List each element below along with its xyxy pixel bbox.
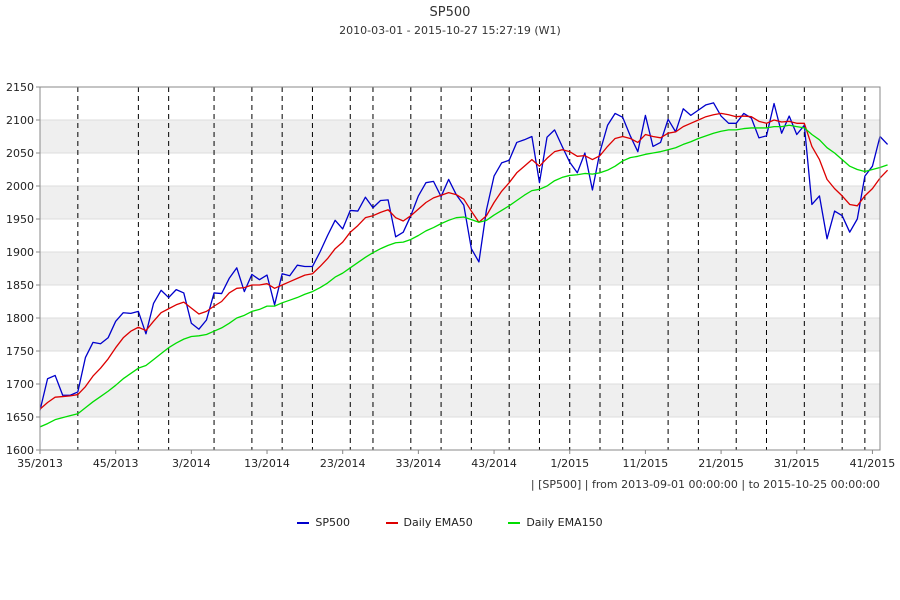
y-axis: 1600 1650 1700 1750 1800 1850 1900 1950 2000 2050… xyxy=(6,81,40,457)
legend: SP500 Daily EMA50 Daily EMA150 xyxy=(0,516,900,529)
y-tick-label: 2050 xyxy=(6,147,34,160)
x-tick-label: 21/2015 xyxy=(698,457,744,470)
plot-series xyxy=(39,102,889,428)
y-tick-label: 1700 xyxy=(6,378,34,391)
chart-note: | [SP500] | from 2013-09-01 00:00:00 | t… xyxy=(530,478,880,491)
plot-band xyxy=(40,285,880,318)
x-tick-label: 35/2013 xyxy=(17,457,63,470)
x-tick-label: 33/2014 xyxy=(396,457,442,470)
plot-band xyxy=(40,87,880,120)
y-tick-label: 2150 xyxy=(6,81,34,94)
y-tick-label: 1750 xyxy=(6,345,34,358)
x-tick-label: 1/2015 xyxy=(550,457,589,470)
plot-band xyxy=(40,153,880,186)
chart-title: SP500 xyxy=(429,5,471,20)
plot-band xyxy=(40,384,880,417)
plot-vlines xyxy=(77,87,866,450)
legend-item-ema150: Daily EMA150 xyxy=(508,516,603,529)
legend-label-ema150: Daily EMA150 xyxy=(526,516,603,529)
x-tick-label: 31/2015 xyxy=(774,457,820,470)
legend-swatch-ema50 xyxy=(385,522,398,524)
x-tick-label: 3/2014 xyxy=(172,457,211,470)
y-tick-label: 1850 xyxy=(6,279,34,292)
plot-band xyxy=(40,318,880,351)
x-tick-label: 23/2014 xyxy=(320,457,366,470)
series-line-1 xyxy=(39,112,889,410)
plot-band xyxy=(40,252,880,285)
y-tick-label: 1650 xyxy=(6,411,34,424)
x-tick-label: 13/2014 xyxy=(244,457,290,470)
x-tick-label: 11/2015 xyxy=(623,457,669,470)
legend-swatch-ema150 xyxy=(508,522,521,524)
y-tick-label: 1900 xyxy=(6,246,34,259)
plot-frame xyxy=(39,86,881,451)
plot-band xyxy=(40,120,880,153)
series-line-2 xyxy=(39,124,888,428)
plot-bands xyxy=(40,87,880,450)
x-tick-label: 45/2013 xyxy=(93,457,139,470)
y-tick-label: 1950 xyxy=(6,213,34,226)
plot-band xyxy=(40,417,880,450)
x-axis: 35/2013 45/2013 3/2014 13/2014 23/2014 33/201… xyxy=(17,450,895,470)
x-tick-label: 43/2014 xyxy=(471,457,517,470)
legend-item-sp500: SP500 xyxy=(297,516,350,529)
plot-band xyxy=(40,219,880,252)
series-line-0 xyxy=(39,102,889,411)
legend-label-ema50: Daily EMA50 xyxy=(403,516,473,529)
y-tick-label: 1600 xyxy=(6,444,34,457)
plot-band xyxy=(40,186,880,219)
chart-subtitle: 2010-03-01 - 2015-10-27 15:27:19 (W1) xyxy=(339,24,561,37)
legend-label-sp500: SP500 xyxy=(315,516,351,529)
y-tick-label: 2100 xyxy=(6,114,34,127)
y-tick-label: 1800 xyxy=(6,312,34,325)
plot-band xyxy=(40,351,880,384)
x-tick-label: 41/2015 xyxy=(850,457,896,470)
y-tick-label: 2000 xyxy=(6,180,34,193)
legend-item-ema50: Daily EMA50 xyxy=(385,516,473,529)
legend-swatch-sp500 xyxy=(297,522,310,524)
